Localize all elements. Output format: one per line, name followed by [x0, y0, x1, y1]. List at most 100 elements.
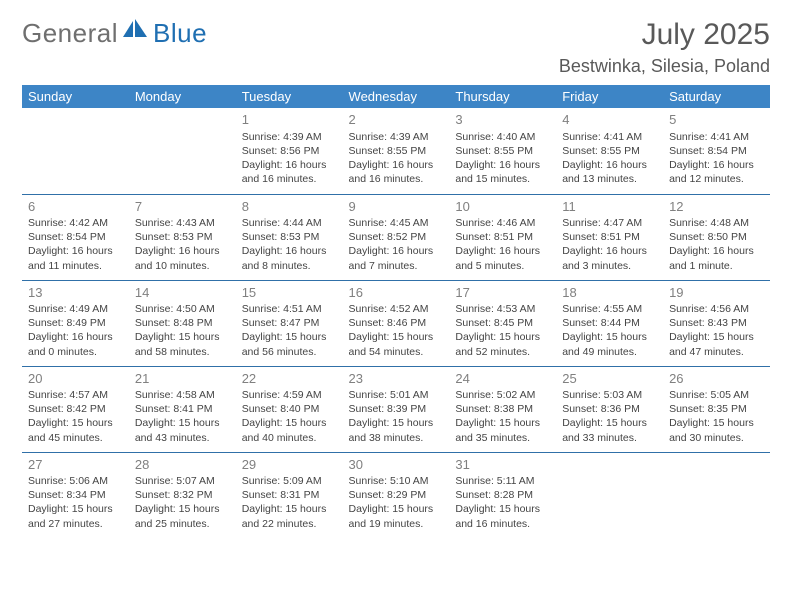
calendar-week-row: 20Sunrise: 4:57 AMSunset: 8:42 PMDayligh… [22, 366, 770, 452]
calendar-week-row: 6Sunrise: 4:42 AMSunset: 8:54 PMDaylight… [22, 194, 770, 280]
day-number: 20 [28, 370, 123, 388]
weekday-header: Wednesday [343, 85, 450, 108]
day-number: 7 [135, 198, 230, 216]
calendar-day-cell: 28Sunrise: 5:07 AMSunset: 8:32 PMDayligh… [129, 452, 236, 538]
calendar-day-cell: 7Sunrise: 4:43 AMSunset: 8:53 PMDaylight… [129, 194, 236, 280]
day-info: Sunrise: 4:39 AMSunset: 8:56 PMDaylight:… [242, 130, 337, 187]
day-info: Sunrise: 4:49 AMSunset: 8:49 PMDaylight:… [28, 302, 123, 359]
page-title: July 2025 [642, 18, 770, 52]
calendar-day-cell: 25Sunrise: 5:03 AMSunset: 8:36 PMDayligh… [556, 366, 663, 452]
header-row: General Blue July 2025 [22, 18, 770, 52]
calendar-week-row: 27Sunrise: 5:06 AMSunset: 8:34 PMDayligh… [22, 452, 770, 538]
day-number: 30 [349, 456, 444, 474]
day-info: Sunrise: 4:48 AMSunset: 8:50 PMDaylight:… [669, 216, 764, 273]
calendar-table: SundayMondayTuesdayWednesdayThursdayFrid… [22, 85, 770, 538]
calendar-day-cell: 27Sunrise: 5:06 AMSunset: 8:34 PMDayligh… [22, 452, 129, 538]
day-info: Sunrise: 5:11 AMSunset: 8:28 PMDaylight:… [455, 474, 550, 531]
title-block: July 2025 [642, 18, 770, 52]
day-number: 21 [135, 370, 230, 388]
day-info: Sunrise: 4:39 AMSunset: 8:55 PMDaylight:… [349, 130, 444, 187]
day-info: Sunrise: 5:02 AMSunset: 8:38 PMDaylight:… [455, 388, 550, 445]
day-number: 12 [669, 198, 764, 216]
day-info: Sunrise: 4:43 AMSunset: 8:53 PMDaylight:… [135, 216, 230, 273]
brand-logo: General Blue [22, 18, 207, 49]
day-info: Sunrise: 4:50 AMSunset: 8:48 PMDaylight:… [135, 302, 230, 359]
day-info: Sunrise: 4:45 AMSunset: 8:52 PMDaylight:… [349, 216, 444, 273]
calendar-day-cell: 22Sunrise: 4:59 AMSunset: 8:40 PMDayligh… [236, 366, 343, 452]
day-number: 28 [135, 456, 230, 474]
day-number: 19 [669, 284, 764, 302]
brand-part1: General [22, 18, 118, 49]
calendar-day-cell: 10Sunrise: 4:46 AMSunset: 8:51 PMDayligh… [449, 194, 556, 280]
day-number: 26 [669, 370, 764, 388]
calendar-day-cell: 24Sunrise: 5:02 AMSunset: 8:38 PMDayligh… [449, 366, 556, 452]
day-info: Sunrise: 4:59 AMSunset: 8:40 PMDaylight:… [242, 388, 337, 445]
day-info: Sunrise: 4:42 AMSunset: 8:54 PMDaylight:… [28, 216, 123, 273]
calendar-day-cell [663, 452, 770, 538]
day-info: Sunrise: 5:07 AMSunset: 8:32 PMDaylight:… [135, 474, 230, 531]
day-number: 2 [349, 111, 444, 129]
day-number: 17 [455, 284, 550, 302]
day-info: Sunrise: 4:52 AMSunset: 8:46 PMDaylight:… [349, 302, 444, 359]
calendar-day-cell: 13Sunrise: 4:49 AMSunset: 8:49 PMDayligh… [22, 280, 129, 366]
calendar-day-cell: 14Sunrise: 4:50 AMSunset: 8:48 PMDayligh… [129, 280, 236, 366]
calendar-day-cell [129, 108, 236, 194]
calendar-day-cell: 1Sunrise: 4:39 AMSunset: 8:56 PMDaylight… [236, 108, 343, 194]
calendar-day-cell [556, 452, 663, 538]
calendar-day-cell: 9Sunrise: 4:45 AMSunset: 8:52 PMDaylight… [343, 194, 450, 280]
day-number: 24 [455, 370, 550, 388]
day-info: Sunrise: 5:06 AMSunset: 8:34 PMDaylight:… [28, 474, 123, 531]
day-info: Sunrise: 4:53 AMSunset: 8:45 PMDaylight:… [455, 302, 550, 359]
weekday-header: Sunday [22, 85, 129, 108]
day-number: 31 [455, 456, 550, 474]
day-info: Sunrise: 4:44 AMSunset: 8:53 PMDaylight:… [242, 216, 337, 273]
calendar-day-cell [22, 108, 129, 194]
day-number: 9 [349, 198, 444, 216]
day-number: 13 [28, 284, 123, 302]
day-number: 29 [242, 456, 337, 474]
brand-part2: Blue [153, 18, 207, 49]
day-number: 23 [349, 370, 444, 388]
day-info: Sunrise: 4:41 AMSunset: 8:55 PMDaylight:… [562, 130, 657, 187]
weekday-header: Monday [129, 85, 236, 108]
calendar-page: General Blue July 2025 Bestwinka, Silesi… [0, 0, 792, 548]
calendar-day-cell: 4Sunrise: 4:41 AMSunset: 8:55 PMDaylight… [556, 108, 663, 194]
day-info: Sunrise: 4:58 AMSunset: 8:41 PMDaylight:… [135, 388, 230, 445]
calendar-day-cell: 30Sunrise: 5:10 AMSunset: 8:29 PMDayligh… [343, 452, 450, 538]
weekday-header: Thursday [449, 85, 556, 108]
calendar-day-cell: 20Sunrise: 4:57 AMSunset: 8:42 PMDayligh… [22, 366, 129, 452]
calendar-day-cell: 23Sunrise: 5:01 AMSunset: 8:39 PMDayligh… [343, 366, 450, 452]
calendar-day-cell: 3Sunrise: 4:40 AMSunset: 8:55 PMDaylight… [449, 108, 556, 194]
calendar-day-cell: 29Sunrise: 5:09 AMSunset: 8:31 PMDayligh… [236, 452, 343, 538]
day-number: 18 [562, 284, 657, 302]
day-number: 14 [135, 284, 230, 302]
calendar-day-cell: 12Sunrise: 4:48 AMSunset: 8:50 PMDayligh… [663, 194, 770, 280]
day-number: 10 [455, 198, 550, 216]
day-info: Sunrise: 5:05 AMSunset: 8:35 PMDaylight:… [669, 388, 764, 445]
day-number: 27 [28, 456, 123, 474]
weekday-header: Friday [556, 85, 663, 108]
calendar-week-row: 1Sunrise: 4:39 AMSunset: 8:56 PMDaylight… [22, 108, 770, 194]
day-number: 8 [242, 198, 337, 216]
calendar-day-cell: 21Sunrise: 4:58 AMSunset: 8:41 PMDayligh… [129, 366, 236, 452]
location-text: Bestwinka, Silesia, Poland [22, 56, 770, 77]
brand-sail-icon [123, 19, 149, 44]
day-info: Sunrise: 5:09 AMSunset: 8:31 PMDaylight:… [242, 474, 337, 531]
calendar-day-cell: 8Sunrise: 4:44 AMSunset: 8:53 PMDaylight… [236, 194, 343, 280]
day-number: 11 [562, 198, 657, 216]
calendar-week-row: 13Sunrise: 4:49 AMSunset: 8:49 PMDayligh… [22, 280, 770, 366]
calendar-day-cell: 31Sunrise: 5:11 AMSunset: 8:28 PMDayligh… [449, 452, 556, 538]
calendar-day-cell: 2Sunrise: 4:39 AMSunset: 8:55 PMDaylight… [343, 108, 450, 194]
calendar-day-cell: 26Sunrise: 5:05 AMSunset: 8:35 PMDayligh… [663, 366, 770, 452]
day-number: 5 [669, 111, 764, 129]
day-number: 4 [562, 111, 657, 129]
day-number: 15 [242, 284, 337, 302]
day-info: Sunrise: 4:46 AMSunset: 8:51 PMDaylight:… [455, 216, 550, 273]
day-info: Sunrise: 5:10 AMSunset: 8:29 PMDaylight:… [349, 474, 444, 531]
weekday-header-row: SundayMondayTuesdayWednesdayThursdayFrid… [22, 85, 770, 108]
calendar-day-cell: 19Sunrise: 4:56 AMSunset: 8:43 PMDayligh… [663, 280, 770, 366]
day-info: Sunrise: 4:56 AMSunset: 8:43 PMDaylight:… [669, 302, 764, 359]
day-number: 16 [349, 284, 444, 302]
calendar-day-cell: 17Sunrise: 4:53 AMSunset: 8:45 PMDayligh… [449, 280, 556, 366]
day-number: 22 [242, 370, 337, 388]
